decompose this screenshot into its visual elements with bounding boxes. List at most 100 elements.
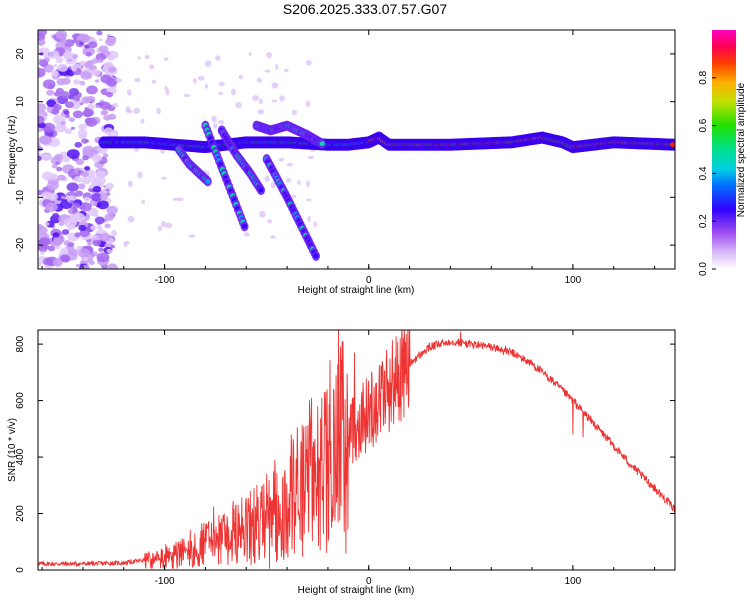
noise-blob: [264, 175, 270, 182]
noise-blob: [105, 91, 113, 98]
noise-blob: [94, 216, 105, 225]
noise-blob: [256, 77, 262, 83]
noise-blob: [106, 248, 113, 254]
noise-blob: [313, 221, 318, 228]
noise-blob: [44, 222, 50, 226]
noise-blob: [95, 104, 100, 108]
noise-blob: [79, 42, 84, 46]
noise-blob: [40, 135, 52, 145]
noise-blob: [74, 212, 81, 218]
x-tick-label: -100: [155, 576, 175, 587]
noise-blob: [88, 188, 94, 193]
noise-blob: [38, 48, 43, 52]
noise-blob: [38, 155, 42, 162]
noise-blob: [72, 110, 83, 119]
noise-blob: [259, 210, 266, 218]
noise-blob: [38, 146, 43, 152]
track-core: [319, 141, 325, 147]
noise-blob: [291, 194, 297, 199]
noise-blob: [72, 202, 81, 209]
noise-blob: [52, 232, 60, 238]
noise-blob: [151, 79, 157, 84]
noise-blob: [84, 166, 91, 171]
noise-blob: [38, 142, 41, 147]
noise-blob: [111, 229, 118, 237]
noise-blob: [41, 171, 54, 181]
noise-blob: [110, 244, 116, 249]
noise-blob: [286, 177, 292, 183]
colorbar: 0.0 0.2 0.4 0.6 0.8 Normalized spectral ampl…: [698, 30, 747, 276]
noise-blob: [52, 238, 63, 246]
y-tick-label: 200: [15, 505, 26, 522]
noise-blob: [82, 155, 89, 161]
noise-blob: [80, 70, 92, 80]
noise-blob: [218, 81, 226, 87]
noise-blob: [257, 109, 265, 115]
noise-blob: [78, 224, 87, 231]
track-core: [205, 178, 211, 184]
noise-blob: [47, 192, 59, 202]
noise-blob: [96, 30, 103, 36]
noise-blob: [161, 220, 167, 228]
noise-blob: [99, 101, 105, 106]
noise-blob: [172, 197, 180, 201]
noise-blob: [213, 123, 218, 129]
noise-blob: [39, 251, 45, 255]
noise-blob: [127, 180, 133, 188]
noise-blob: [83, 196, 90, 202]
noise-blob: [307, 215, 311, 223]
noise-blob: [64, 217, 78, 228]
noise-blob: [279, 95, 285, 102]
noise-blob: [72, 100, 77, 104]
y-tick-label: 10: [15, 96, 26, 108]
noise-blob: [149, 64, 155, 70]
noise-blob: [48, 50, 60, 59]
noise-blob: [92, 234, 98, 239]
noise-blob: [74, 141, 83, 148]
noise-blob: [291, 109, 298, 116]
spectrogram-ylabel: Frequency (Hz): [7, 116, 18, 185]
noise-blob: [99, 232, 111, 242]
track-core: [313, 253, 319, 259]
y-tick-label: 20: [15, 48, 26, 60]
noise-blob: [98, 247, 104, 252]
noise-blob: [52, 103, 62, 111]
colorbar-ticks: 0.0 0.2 0.4 0.6 0.8: [698, 70, 716, 276]
spectrogram-frame: [37, 29, 676, 270]
noise-blob: [101, 109, 109, 116]
noise-blob: [38, 39, 46, 46]
snr-xlabel: Height of straight line (km): [298, 585, 415, 596]
noise-blob: [92, 69, 101, 76]
noise-blob: [81, 264, 90, 269]
noise-blob: [79, 229, 90, 238]
noise-blob: [67, 242, 75, 248]
colorbar-label: Normalized spectral amplitude: [736, 82, 747, 217]
noise-blob: [115, 78, 123, 83]
noise-blob: [66, 149, 80, 159]
noise-blob: [104, 213, 115, 221]
noise-blob: [60, 38, 68, 45]
noise-blob: [82, 109, 93, 118]
noise-blob: [47, 245, 56, 252]
noise-blob: [65, 101, 74, 109]
noise-blob: [270, 181, 276, 189]
noise-blob: [98, 45, 109, 54]
noise-blob: [81, 177, 91, 185]
noise-blob: [64, 128, 73, 135]
noise-blob: [51, 164, 58, 169]
noise-blob: [127, 215, 135, 223]
noise-blob: [165, 222, 173, 228]
noise-blob: [70, 126, 75, 130]
noise-blob: [56, 166, 63, 172]
noise-blob: [248, 52, 252, 56]
noise-blob: [101, 189, 107, 194]
spectrogram-xlabel: Height of straight line (km): [298, 285, 415, 296]
noise-blob: [41, 153, 52, 161]
noise-blob: [87, 241, 93, 246]
x-tick-label: 0: [366, 576, 372, 587]
noise-blob: [183, 93, 191, 97]
noise-blob: [61, 77, 71, 85]
noise-blob: [218, 91, 224, 96]
noise-blob: [82, 97, 90, 104]
